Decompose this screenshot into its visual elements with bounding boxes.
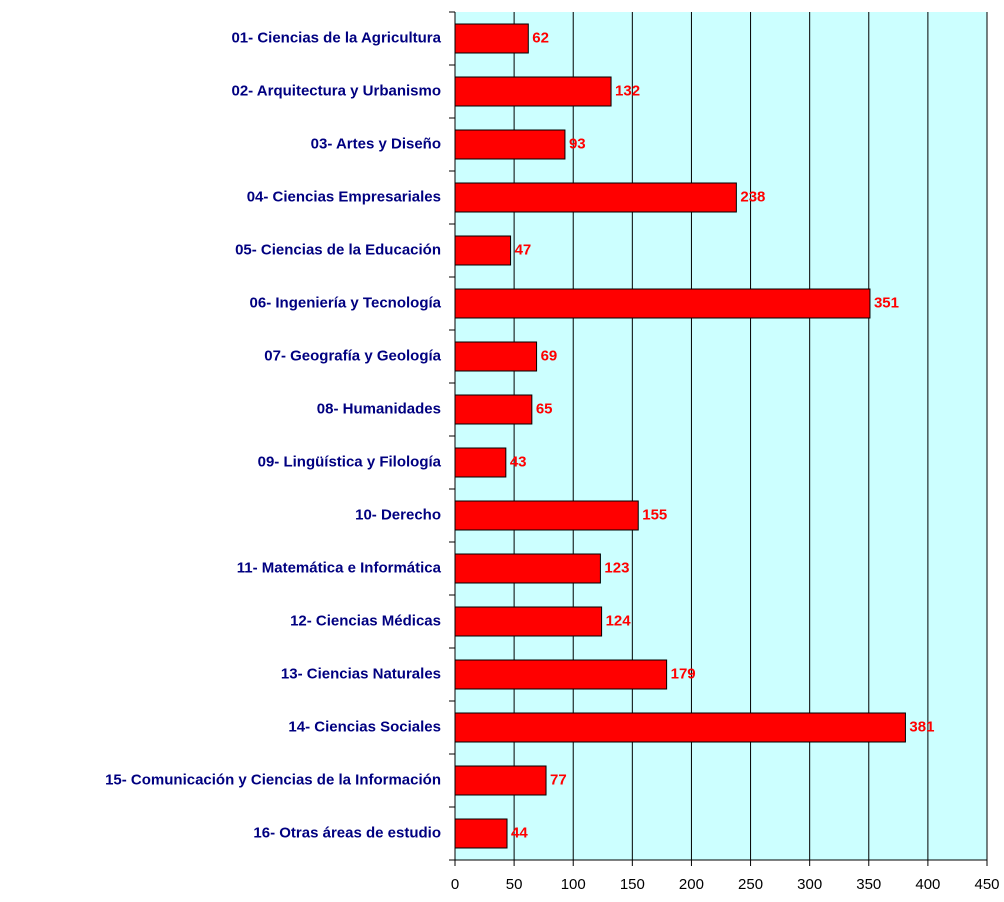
value-label: 351 xyxy=(874,294,899,311)
y-tick-label: 01- Ciencias de la Agricultura xyxy=(231,29,441,46)
x-tick-label: 50 xyxy=(506,876,523,893)
bar xyxy=(454,659,668,690)
y-tick-label: 07- Geografía y Geología xyxy=(264,347,441,364)
y-tick-label: 02- Arquitectura y Urbanismo xyxy=(232,82,442,99)
value-label: 124 xyxy=(606,612,632,629)
value-label: 44 xyxy=(511,824,528,841)
bar xyxy=(454,765,547,796)
x-tick-label: 400 xyxy=(915,876,940,893)
y-tick-label: 09- Lingüística y Filología xyxy=(258,453,442,470)
x-tick-label: 350 xyxy=(856,876,881,893)
value-label: 132 xyxy=(615,82,640,99)
value-label: 123 xyxy=(604,559,629,576)
bar xyxy=(454,394,533,425)
y-tick-label: 05- Ciencias de la Educación xyxy=(235,241,441,258)
y-tick-label: 15- Comunicación y Ciencias de la Inform… xyxy=(105,771,441,788)
y-tick-label: 06- Ingeniería y Tecnología xyxy=(250,294,442,311)
bar xyxy=(454,288,871,319)
bar xyxy=(454,341,538,372)
bar xyxy=(454,712,906,743)
bar xyxy=(454,553,601,584)
y-tick-label: 03- Artes y Diseño xyxy=(311,135,441,152)
x-tick-label: 200 xyxy=(679,876,704,893)
value-label: 69 xyxy=(541,347,558,364)
y-tick-label: 13- Ciencias Naturales xyxy=(281,665,441,682)
x-tick-label: 250 xyxy=(738,876,763,893)
bar xyxy=(454,500,639,531)
bar xyxy=(454,129,566,160)
value-label: 155 xyxy=(642,506,667,523)
value-label: 62 xyxy=(532,29,549,46)
y-tick-label: 11- Matemática e Informática xyxy=(237,559,442,576)
value-label: 65 xyxy=(536,400,553,417)
bar xyxy=(454,235,512,266)
y-tick-label: 08- Humanidades xyxy=(317,400,441,417)
bar xyxy=(454,182,737,213)
value-label: 179 xyxy=(671,665,696,682)
y-tick-label: 16- Otras áreas de estudio xyxy=(253,824,441,841)
x-tick-label: 100 xyxy=(561,876,586,893)
bar xyxy=(454,23,529,54)
y-tick-label: 10- Derecho xyxy=(355,506,441,523)
value-label: 77 xyxy=(550,771,567,788)
bar xyxy=(454,606,603,637)
value-label: 47 xyxy=(515,241,532,258)
x-tick-label: 150 xyxy=(620,876,645,893)
value-label: 381 xyxy=(909,718,934,735)
y-tick-label: 04- Ciencias Empresariales xyxy=(247,188,441,205)
x-tick-label: 0 xyxy=(451,876,459,893)
y-tick-label: 12- Ciencias Médicas xyxy=(290,612,441,629)
value-label: 93 xyxy=(569,135,586,152)
bar xyxy=(454,447,507,478)
x-tick-label: 300 xyxy=(797,876,822,893)
y-tick-label: 14- Ciencias Sociales xyxy=(288,718,441,735)
bar xyxy=(454,76,612,107)
value-label: 43 xyxy=(510,453,527,470)
value-label: 238 xyxy=(740,188,765,205)
x-tick-label: 450 xyxy=(974,876,999,893)
bar xyxy=(454,818,508,849)
